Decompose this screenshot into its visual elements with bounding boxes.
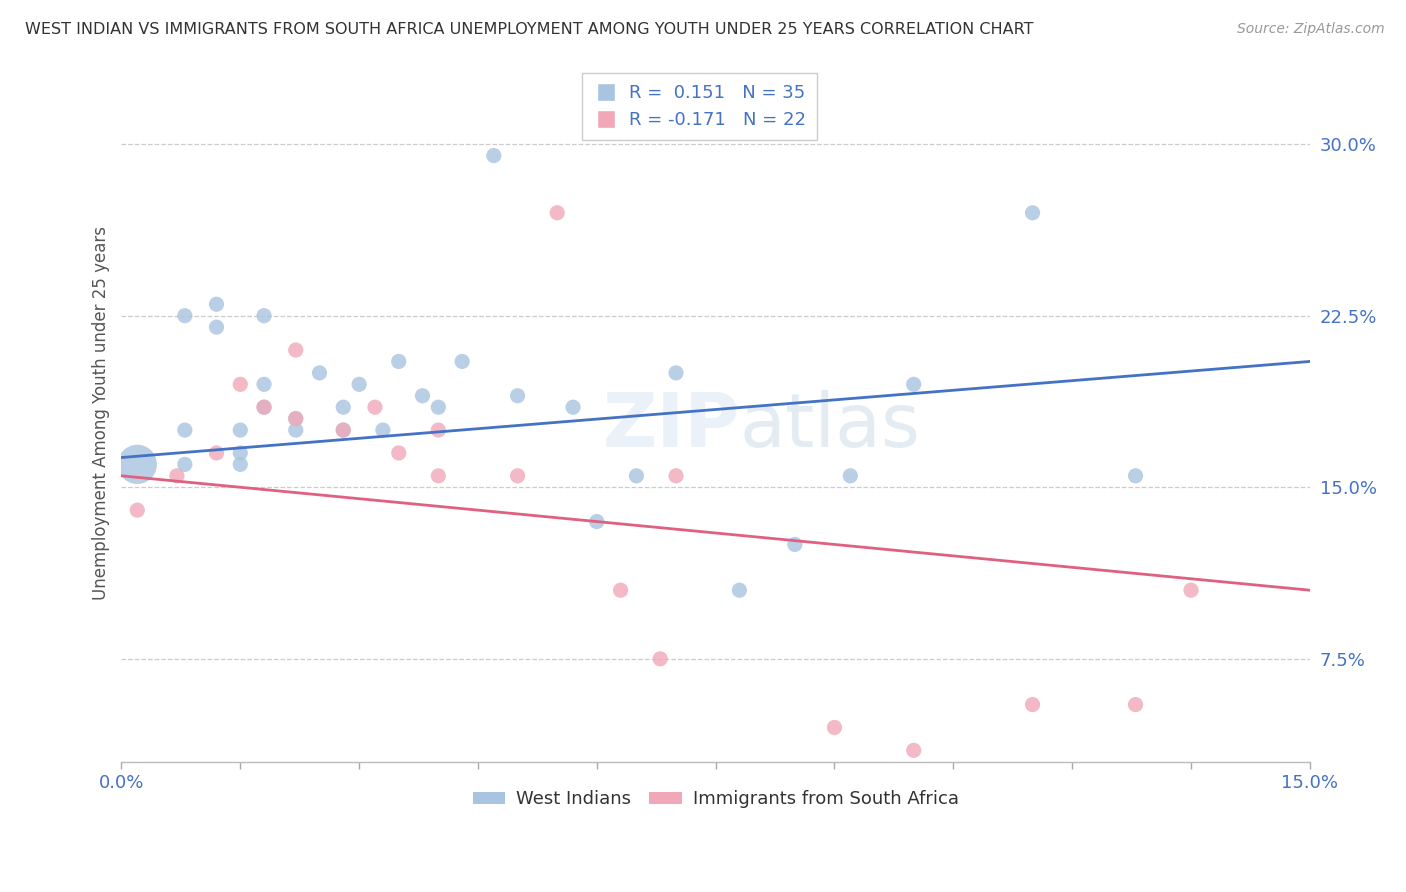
Point <box>364 400 387 414</box>
Point <box>371 423 394 437</box>
Point <box>388 354 411 368</box>
Point <box>427 400 450 414</box>
Point <box>665 468 688 483</box>
Point <box>665 366 688 380</box>
Point <box>229 458 252 472</box>
Point <box>546 206 568 220</box>
Text: Source: ZipAtlas.com: Source: ZipAtlas.com <box>1237 22 1385 37</box>
Point <box>229 377 252 392</box>
Point <box>1125 468 1147 483</box>
Point <box>205 320 228 334</box>
Point <box>205 446 228 460</box>
Point <box>332 423 354 437</box>
Point <box>506 468 529 483</box>
Point <box>332 400 354 414</box>
Point <box>839 468 862 483</box>
Point <box>284 423 307 437</box>
Point <box>284 411 307 425</box>
Point <box>728 583 751 598</box>
Point <box>347 377 370 392</box>
Point <box>482 148 505 162</box>
Y-axis label: Unemployment Among Youth under 25 years: Unemployment Among Youth under 25 years <box>93 226 110 600</box>
Point <box>824 721 846 735</box>
Point <box>127 503 149 517</box>
Text: atlas: atlas <box>740 391 921 463</box>
Point <box>173 423 195 437</box>
Point <box>1180 583 1202 598</box>
Point <box>562 400 585 414</box>
Point <box>253 309 276 323</box>
Point <box>1021 206 1043 220</box>
Point <box>650 652 672 666</box>
Point <box>253 400 276 414</box>
Point <box>253 400 276 414</box>
Legend: West Indians, Immigrants from South Africa: West Indians, Immigrants from South Afri… <box>465 783 966 815</box>
Point <box>166 468 188 483</box>
Point <box>427 468 450 483</box>
Point <box>388 446 411 460</box>
Text: WEST INDIAN VS IMMIGRANTS FROM SOUTH AFRICA UNEMPLOYMENT AMONG YOUTH UNDER 25 YE: WEST INDIAN VS IMMIGRANTS FROM SOUTH AFR… <box>25 22 1033 37</box>
Point <box>903 743 925 757</box>
Point <box>783 537 806 551</box>
Point <box>205 297 228 311</box>
Point <box>229 423 252 437</box>
Point <box>1021 698 1043 712</box>
Point <box>585 515 607 529</box>
Text: ZIP: ZIP <box>602 391 740 463</box>
Point <box>229 446 252 460</box>
Point <box>127 458 149 472</box>
Point <box>411 389 433 403</box>
Point <box>308 366 330 380</box>
Point <box>332 423 354 437</box>
Point <box>609 583 631 598</box>
Point <box>626 468 648 483</box>
Point <box>173 309 195 323</box>
Point <box>903 377 925 392</box>
Point <box>284 411 307 425</box>
Point <box>253 377 276 392</box>
Point <box>451 354 474 368</box>
Point <box>173 458 195 472</box>
Point <box>427 423 450 437</box>
Point <box>506 389 529 403</box>
Point <box>1125 698 1147 712</box>
Point <box>284 343 307 357</box>
